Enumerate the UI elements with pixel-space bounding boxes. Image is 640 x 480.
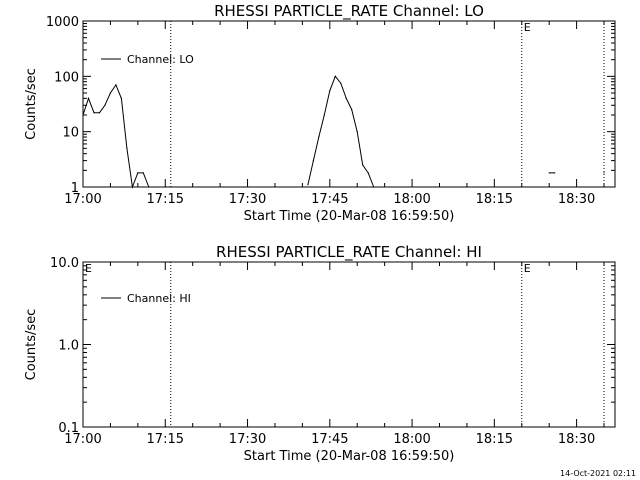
x-tick-label: 17:15 xyxy=(147,432,184,447)
data-point xyxy=(82,114,84,116)
x-tick-label: 17:30 xyxy=(229,432,266,447)
data-point xyxy=(603,172,605,174)
data-point xyxy=(137,172,139,174)
data-series-line xyxy=(83,76,604,187)
x-tick-label: 17:00 xyxy=(64,192,101,207)
x-tick-label: 18:30 xyxy=(558,192,595,207)
data-point xyxy=(148,186,150,188)
y-tick-label: 1.0 xyxy=(58,339,79,354)
x-axis-label: Start Time (20-Mar-08 16:59:50) xyxy=(244,449,455,464)
data-point xyxy=(131,186,133,188)
data-point xyxy=(307,184,309,186)
x-tick-label: 17:45 xyxy=(311,432,348,447)
plot-frame xyxy=(82,261,616,428)
legend-entry: Channel: HI xyxy=(127,292,191,305)
x-tick-label: 17:00 xyxy=(64,432,101,447)
data-point xyxy=(87,97,90,99)
data-point xyxy=(109,92,112,94)
y-tick-label: 1000 xyxy=(46,15,79,30)
x-tick-label: 17:30 xyxy=(229,192,266,207)
data-point xyxy=(93,112,95,114)
chart-panel-1: RHESSI PARTICLE_RATE Channel: LO Counts/s… xyxy=(24,2,616,224)
x-tick-label: 18:15 xyxy=(476,192,513,207)
event-marker-label: E xyxy=(85,262,92,275)
y-axis-label: Counts/sec xyxy=(24,309,39,381)
chart-title: RHESSI PARTICLE_RATE Channel: HI xyxy=(216,243,482,262)
data-point xyxy=(318,136,320,138)
x-axis-label: Start Time (20-Mar-08 16:59:50) xyxy=(244,209,455,224)
data-point xyxy=(351,109,353,111)
data-point xyxy=(334,75,336,77)
data-point xyxy=(340,82,342,84)
event-marker-label: E xyxy=(524,262,531,275)
chart-title: RHESSI PARTICLE_RATE Channel: LO xyxy=(214,2,484,21)
data-point xyxy=(367,172,369,174)
plot-frame xyxy=(82,20,616,188)
data-point xyxy=(323,114,325,116)
data-point xyxy=(142,172,144,174)
y-axis-label: Counts/sec xyxy=(24,68,39,140)
legend-entry: Channel: LO xyxy=(127,53,194,66)
x-tick-label: 18:15 xyxy=(476,432,513,447)
data-point xyxy=(554,172,556,174)
y-tick-label: 10 xyxy=(62,126,79,141)
data-point xyxy=(548,172,550,174)
y-tick-label: 0.1 xyxy=(58,421,79,436)
y-tick-label: 1 xyxy=(71,181,79,196)
data-point xyxy=(98,112,101,114)
x-tick-label: 17:45 xyxy=(311,192,348,207)
x-tick-label: 18:00 xyxy=(393,192,430,207)
data-point xyxy=(373,186,375,188)
data-point xyxy=(329,90,331,92)
x-tick-label: 17:15 xyxy=(147,192,184,207)
data-point xyxy=(120,97,122,99)
data-point xyxy=(104,104,106,106)
x-tick-label: 18:00 xyxy=(393,432,430,447)
y-tick-label: 100 xyxy=(54,70,79,85)
data-point xyxy=(356,131,358,133)
y-tick-label: 10.0 xyxy=(50,256,79,271)
x-tick-label: 18:30 xyxy=(558,432,595,447)
data-point xyxy=(126,147,128,149)
chart-panel-2: RHESSI PARTICLE_RATE Channel: HI Counts/s… xyxy=(24,243,616,464)
data-point xyxy=(345,97,347,99)
event-marker-label: E xyxy=(524,21,531,34)
footer-timestamp: 14-Oct-2021 02:11 xyxy=(560,469,636,478)
data-point xyxy=(115,84,117,86)
data-point xyxy=(312,159,314,162)
data-point xyxy=(362,164,364,166)
